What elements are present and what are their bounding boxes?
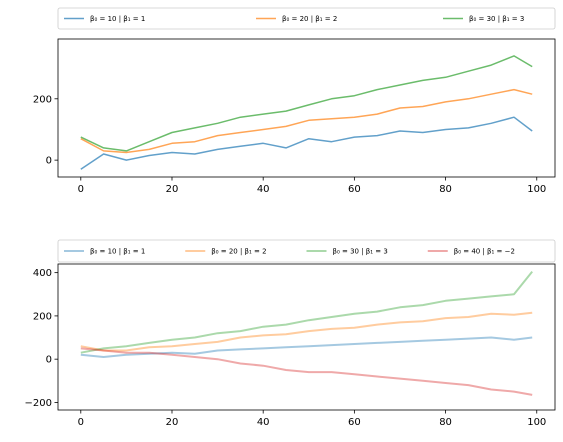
- x-tick-label: 20: [166, 417, 179, 428]
- y-tick-label: 400: [33, 268, 52, 279]
- y-tick-label: 0: [46, 355, 52, 366]
- x-tick-label: 60: [348, 417, 361, 428]
- x-tick-label: 40: [257, 184, 270, 195]
- legend-label: β₀ = 40 | β₁ = −2: [454, 248, 515, 256]
- series-line-2-3: [80, 270, 533, 354]
- axes-frame: [57, 263, 556, 411]
- series-line-1-1: [80, 116, 533, 170]
- x-tick-label: 60: [348, 184, 361, 195]
- series-line-1-3: [80, 55, 533, 152]
- y-tick-label: −200: [25, 398, 52, 409]
- y-tick-label: 200: [33, 94, 52, 105]
- series-line-2-2: [80, 311, 533, 352]
- y-tick-label: 200: [33, 311, 52, 322]
- x-tick-label: 0: [78, 417, 84, 428]
- chart-panel-1: 0 20 40 60 80 100 0 200 β₀ = 10 | β₁ = 1 β₀ = 20 …: [33, 7, 556, 195]
- x-tick-label: 40: [257, 417, 270, 428]
- axes-frame: [57, 38, 556, 178]
- legend: β₀ = 10 | β₁ = 1 β₀ = 20 | β₁ = 2 β₀ = 30 …: [57, 239, 556, 263]
- legend-label: β₀ = 10 | β₁ = 1: [90, 248, 145, 256]
- x-tick-label: 20: [166, 184, 179, 195]
- legend-label: β₀ = 10 | β₁ = 1: [90, 15, 145, 23]
- y-tick-label: 0: [46, 156, 52, 167]
- series-line-2-4: [80, 347, 533, 396]
- x-tick-label: 80: [439, 417, 452, 428]
- series-line-2-1: [80, 336, 533, 358]
- legend-label: β₀ = 20 | β₁ = 2: [211, 248, 266, 256]
- series-line-1-2: [80, 88, 533, 154]
- x-tick-label: 100: [527, 417, 546, 428]
- x-tick-label: 0: [78, 184, 84, 195]
- x-tick-label: 100: [527, 184, 546, 195]
- legend: β₀ = 10 | β₁ = 1 β₀ = 20 | β₁ = 2 β₀ = 30 …: [57, 7, 556, 30]
- legend-label: β₀ = 30 | β₁ = 3: [469, 15, 524, 23]
- legend-label: β₀ = 30 | β₁ = 3: [333, 248, 388, 256]
- legend-box: [57, 7, 556, 30]
- legend-box: [57, 239, 556, 263]
- x-tick-label: 80: [439, 184, 452, 195]
- legend-label: β₀ = 20 | β₁ = 2: [282, 15, 337, 23]
